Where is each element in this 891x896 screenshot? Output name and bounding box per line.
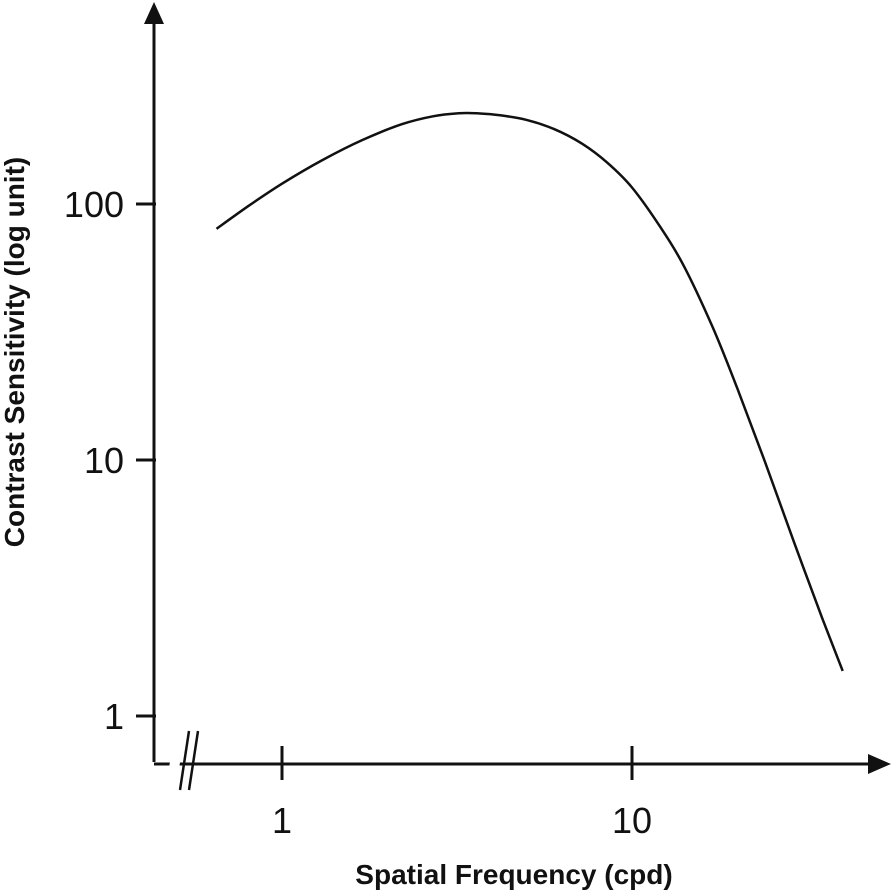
y-axis-arrowhead [144, 2, 164, 24]
y-tick-label-100: 100 [64, 184, 124, 225]
y-tick-label-1: 1 [104, 696, 124, 737]
x-tick-label-1: 1 [272, 800, 292, 841]
axis-ticks [136, 202, 634, 780]
x-axis-break-marks [166, 730, 200, 791]
contrast-sensitivity-curve [215, 111, 844, 672]
y-axis-title: Contrast Sensitivity (log unit) [0, 157, 30, 547]
x-axis-arrowhead [868, 754, 891, 774]
x-axis-title: Spatial Frequency (cpd) [355, 859, 672, 890]
x-tick-label-10: 10 [612, 800, 652, 841]
axis-tick-labels: 1 10 1 10 100 [64, 184, 652, 841]
y-tick-label-10: 10 [84, 440, 124, 481]
